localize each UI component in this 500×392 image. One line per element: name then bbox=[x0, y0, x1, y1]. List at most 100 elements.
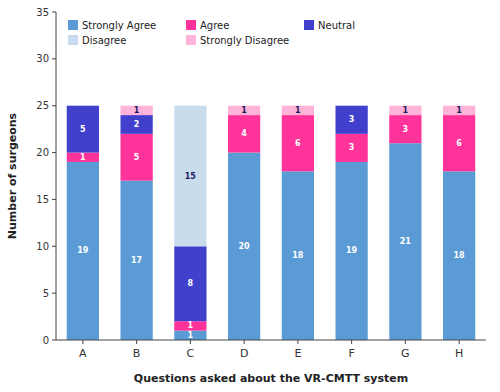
bar-segment bbox=[282, 171, 314, 340]
bar-segment bbox=[121, 106, 153, 115]
bar-segment bbox=[389, 106, 421, 115]
legend: Strongly Agree Agree Neutral Disagree Strong… bbox=[68, 20, 355, 46]
bar-segment bbox=[67, 153, 99, 162]
x-tick-label: E bbox=[294, 347, 301, 360]
data-labels: 1917120181921181514633652831511111 bbox=[77, 106, 465, 340]
bar-segment bbox=[121, 181, 153, 340]
data-label: 19 bbox=[77, 246, 89, 255]
x-tick-label: B bbox=[133, 347, 141, 360]
legend-label: Strongly Agree bbox=[82, 20, 156, 31]
bar-segment bbox=[174, 331, 206, 340]
y-tick-label: 30 bbox=[36, 53, 49, 64]
legend-label: Disagree bbox=[82, 35, 126, 46]
data-label: 17 bbox=[131, 256, 142, 265]
legend-label: Neutral bbox=[318, 20, 355, 31]
bar-segment bbox=[443, 171, 475, 340]
data-label: 1 bbox=[80, 153, 86, 162]
bar-segment bbox=[121, 115, 153, 134]
data-label: 4 bbox=[241, 129, 247, 138]
y-tick-label: 15 bbox=[36, 194, 49, 205]
bar-segment bbox=[174, 106, 206, 247]
y-tick-label: 10 bbox=[36, 241, 49, 252]
legend-swatch bbox=[186, 35, 196, 45]
bar-segment bbox=[336, 134, 368, 162]
x-axis-label: Questions asked about the VR-CMTT system bbox=[134, 372, 408, 385]
data-label: 2 bbox=[134, 120, 140, 129]
y-tick bbox=[52, 246, 56, 247]
bar-segment bbox=[174, 246, 206, 321]
bar-segment bbox=[336, 105, 368, 106]
bar-segment bbox=[389, 115, 421, 143]
bar-segment bbox=[336, 162, 368, 340]
data-label: 18 bbox=[454, 251, 466, 260]
legend-swatch bbox=[68, 35, 78, 45]
data-label: 3 bbox=[403, 125, 409, 134]
data-label: 21 bbox=[400, 237, 412, 246]
y-tick bbox=[52, 199, 56, 200]
x-tick-label: A bbox=[79, 347, 87, 360]
data-label: 3 bbox=[349, 143, 355, 152]
bar-segment bbox=[336, 105, 368, 106]
data-label: 20 bbox=[239, 242, 251, 251]
bar-segment bbox=[67, 106, 99, 153]
data-label: 1 bbox=[241, 106, 247, 115]
y-tick-label: 0 bbox=[43, 335, 49, 346]
legend-swatch bbox=[304, 20, 314, 30]
data-label: 19 bbox=[346, 246, 358, 255]
bar-segment bbox=[67, 105, 99, 106]
data-label: 1 bbox=[403, 106, 409, 115]
y-axis bbox=[56, 12, 57, 340]
y-tick bbox=[52, 58, 56, 59]
bar-segment bbox=[389, 143, 421, 340]
bar-segment bbox=[174, 321, 206, 330]
bar-segment bbox=[67, 105, 99, 106]
x-tick-label: D bbox=[240, 347, 248, 360]
y-axis-label: Number of surgeons bbox=[6, 112, 19, 239]
legend-label: Strongly Disagree bbox=[200, 35, 289, 46]
data-label: 15 bbox=[185, 172, 197, 181]
data-label: 1 bbox=[188, 321, 194, 330]
bar-segment bbox=[228, 106, 260, 115]
x-tick-label: G bbox=[401, 347, 410, 360]
bar-segment bbox=[282, 115, 314, 171]
data-label: 6 bbox=[456, 139, 462, 148]
data-label: 8 bbox=[188, 279, 194, 288]
bars bbox=[67, 106, 476, 340]
bar-segment bbox=[174, 105, 206, 106]
legend-swatch bbox=[186, 20, 196, 30]
x-tick bbox=[190, 340, 191, 344]
y-tick-label: 25 bbox=[36, 100, 49, 111]
x-tick-label: C bbox=[187, 347, 195, 360]
data-label: 3 bbox=[349, 115, 355, 124]
data-label: 1 bbox=[295, 106, 301, 115]
x-tick-label: H bbox=[455, 347, 463, 360]
x-tick bbox=[351, 340, 352, 344]
bar-segment bbox=[67, 162, 99, 340]
data-label: 5 bbox=[80, 125, 86, 134]
y-tick-label: 5 bbox=[43, 288, 49, 299]
data-label: 6 bbox=[295, 139, 301, 148]
data-label: 5 bbox=[134, 153, 140, 162]
data-label: 1 bbox=[134, 106, 140, 115]
bar-segment bbox=[121, 134, 153, 181]
x-tick bbox=[82, 340, 83, 344]
legend-label: Agree bbox=[200, 20, 229, 31]
y-tick bbox=[52, 293, 56, 294]
y-tick-label: 35 bbox=[36, 7, 49, 18]
bar-segment bbox=[282, 106, 314, 115]
x-tick bbox=[136, 340, 137, 344]
bar-segment bbox=[228, 115, 260, 152]
data-label: 1 bbox=[456, 106, 462, 115]
x-tick-label: F bbox=[348, 347, 354, 360]
data-label: 1 bbox=[188, 331, 194, 340]
x-tick bbox=[405, 340, 406, 344]
y-tick bbox=[52, 152, 56, 153]
data-label: 18 bbox=[292, 251, 304, 260]
x-tick bbox=[459, 340, 460, 344]
bar-segment bbox=[443, 106, 475, 115]
x-tick bbox=[244, 340, 245, 344]
y-tick bbox=[52, 105, 56, 106]
legend-swatch bbox=[68, 20, 78, 30]
x-axis bbox=[56, 340, 486, 341]
y-tick bbox=[52, 12, 56, 13]
